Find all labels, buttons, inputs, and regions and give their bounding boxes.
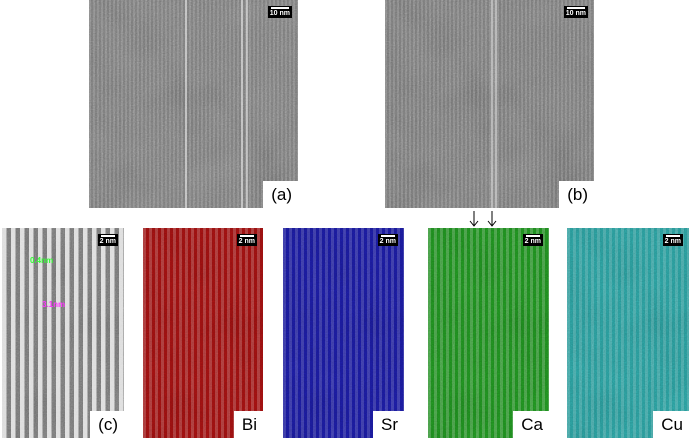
scale-bar-text: 2 nm xyxy=(524,238,541,245)
panel-label: Bi xyxy=(233,411,263,438)
scale-bar-line xyxy=(525,235,540,237)
scale-bar: 10 nm xyxy=(563,6,588,18)
scale-bar: 10 nm xyxy=(267,6,292,18)
image-panel: 10 nm (a) xyxy=(89,0,298,208)
scale-bar-text: 2 nm xyxy=(238,238,255,245)
image-panel: 2 nm Cu xyxy=(567,228,689,438)
image-panel: 2 nm Bi xyxy=(143,228,263,438)
scale-bar: 2 nm xyxy=(662,234,683,246)
micrograph xyxy=(89,0,298,208)
annotation: 3.1nm xyxy=(42,300,66,309)
scale-bar: 2 nm xyxy=(236,234,257,246)
scale-bar-line xyxy=(270,7,289,9)
bright-line xyxy=(495,0,497,208)
scale-bar-text: 2 nm xyxy=(99,238,116,245)
panel-label: (a) xyxy=(263,181,298,208)
scale-bar-text: 2 nm xyxy=(379,238,396,245)
image-panel: 2 nm (c) 0.4nm 3.1nm xyxy=(2,228,124,438)
micrograph xyxy=(428,228,549,438)
noise xyxy=(567,228,689,438)
noise xyxy=(89,0,298,208)
micrograph xyxy=(2,228,124,438)
bright-line xyxy=(185,0,187,208)
scale-bar-line xyxy=(380,235,395,237)
bright-line xyxy=(491,0,493,208)
scale-bar-line xyxy=(239,235,254,237)
scale-bar: 2 nm xyxy=(97,234,118,246)
micrograph xyxy=(385,0,594,208)
panel-label: (c) xyxy=(90,411,124,438)
scale-bar-line xyxy=(100,235,115,237)
noise xyxy=(143,228,263,438)
annotation: 0.4nm xyxy=(30,256,54,265)
scale-bar: 2 nm xyxy=(377,234,398,246)
scale-bar-line xyxy=(665,235,680,237)
noise xyxy=(283,228,404,438)
image-panel: 10 nm (b) xyxy=(385,0,594,208)
scale-bar-text: 10 nm xyxy=(269,10,290,17)
image-panel: 2 nm Ca xyxy=(428,228,549,438)
micrograph xyxy=(283,228,404,438)
micrograph xyxy=(143,228,263,438)
noise xyxy=(428,228,549,438)
panel-label: Sr xyxy=(373,411,404,438)
micrograph xyxy=(567,228,689,438)
noise xyxy=(2,228,124,438)
scale-bar: 2 nm xyxy=(522,234,543,246)
scale-bar-text: 10 nm xyxy=(565,10,586,17)
bright-line xyxy=(241,0,243,208)
bright-line xyxy=(246,0,248,208)
scale-bar-text: 2 nm xyxy=(664,238,681,245)
image-panel: 2 nm Sr xyxy=(283,228,404,438)
panel-label: Ca xyxy=(513,411,549,438)
noise xyxy=(385,0,594,208)
panel-label: Cu xyxy=(653,411,689,438)
scale-bar-line xyxy=(566,7,585,9)
panel-label: (b) xyxy=(559,181,594,208)
